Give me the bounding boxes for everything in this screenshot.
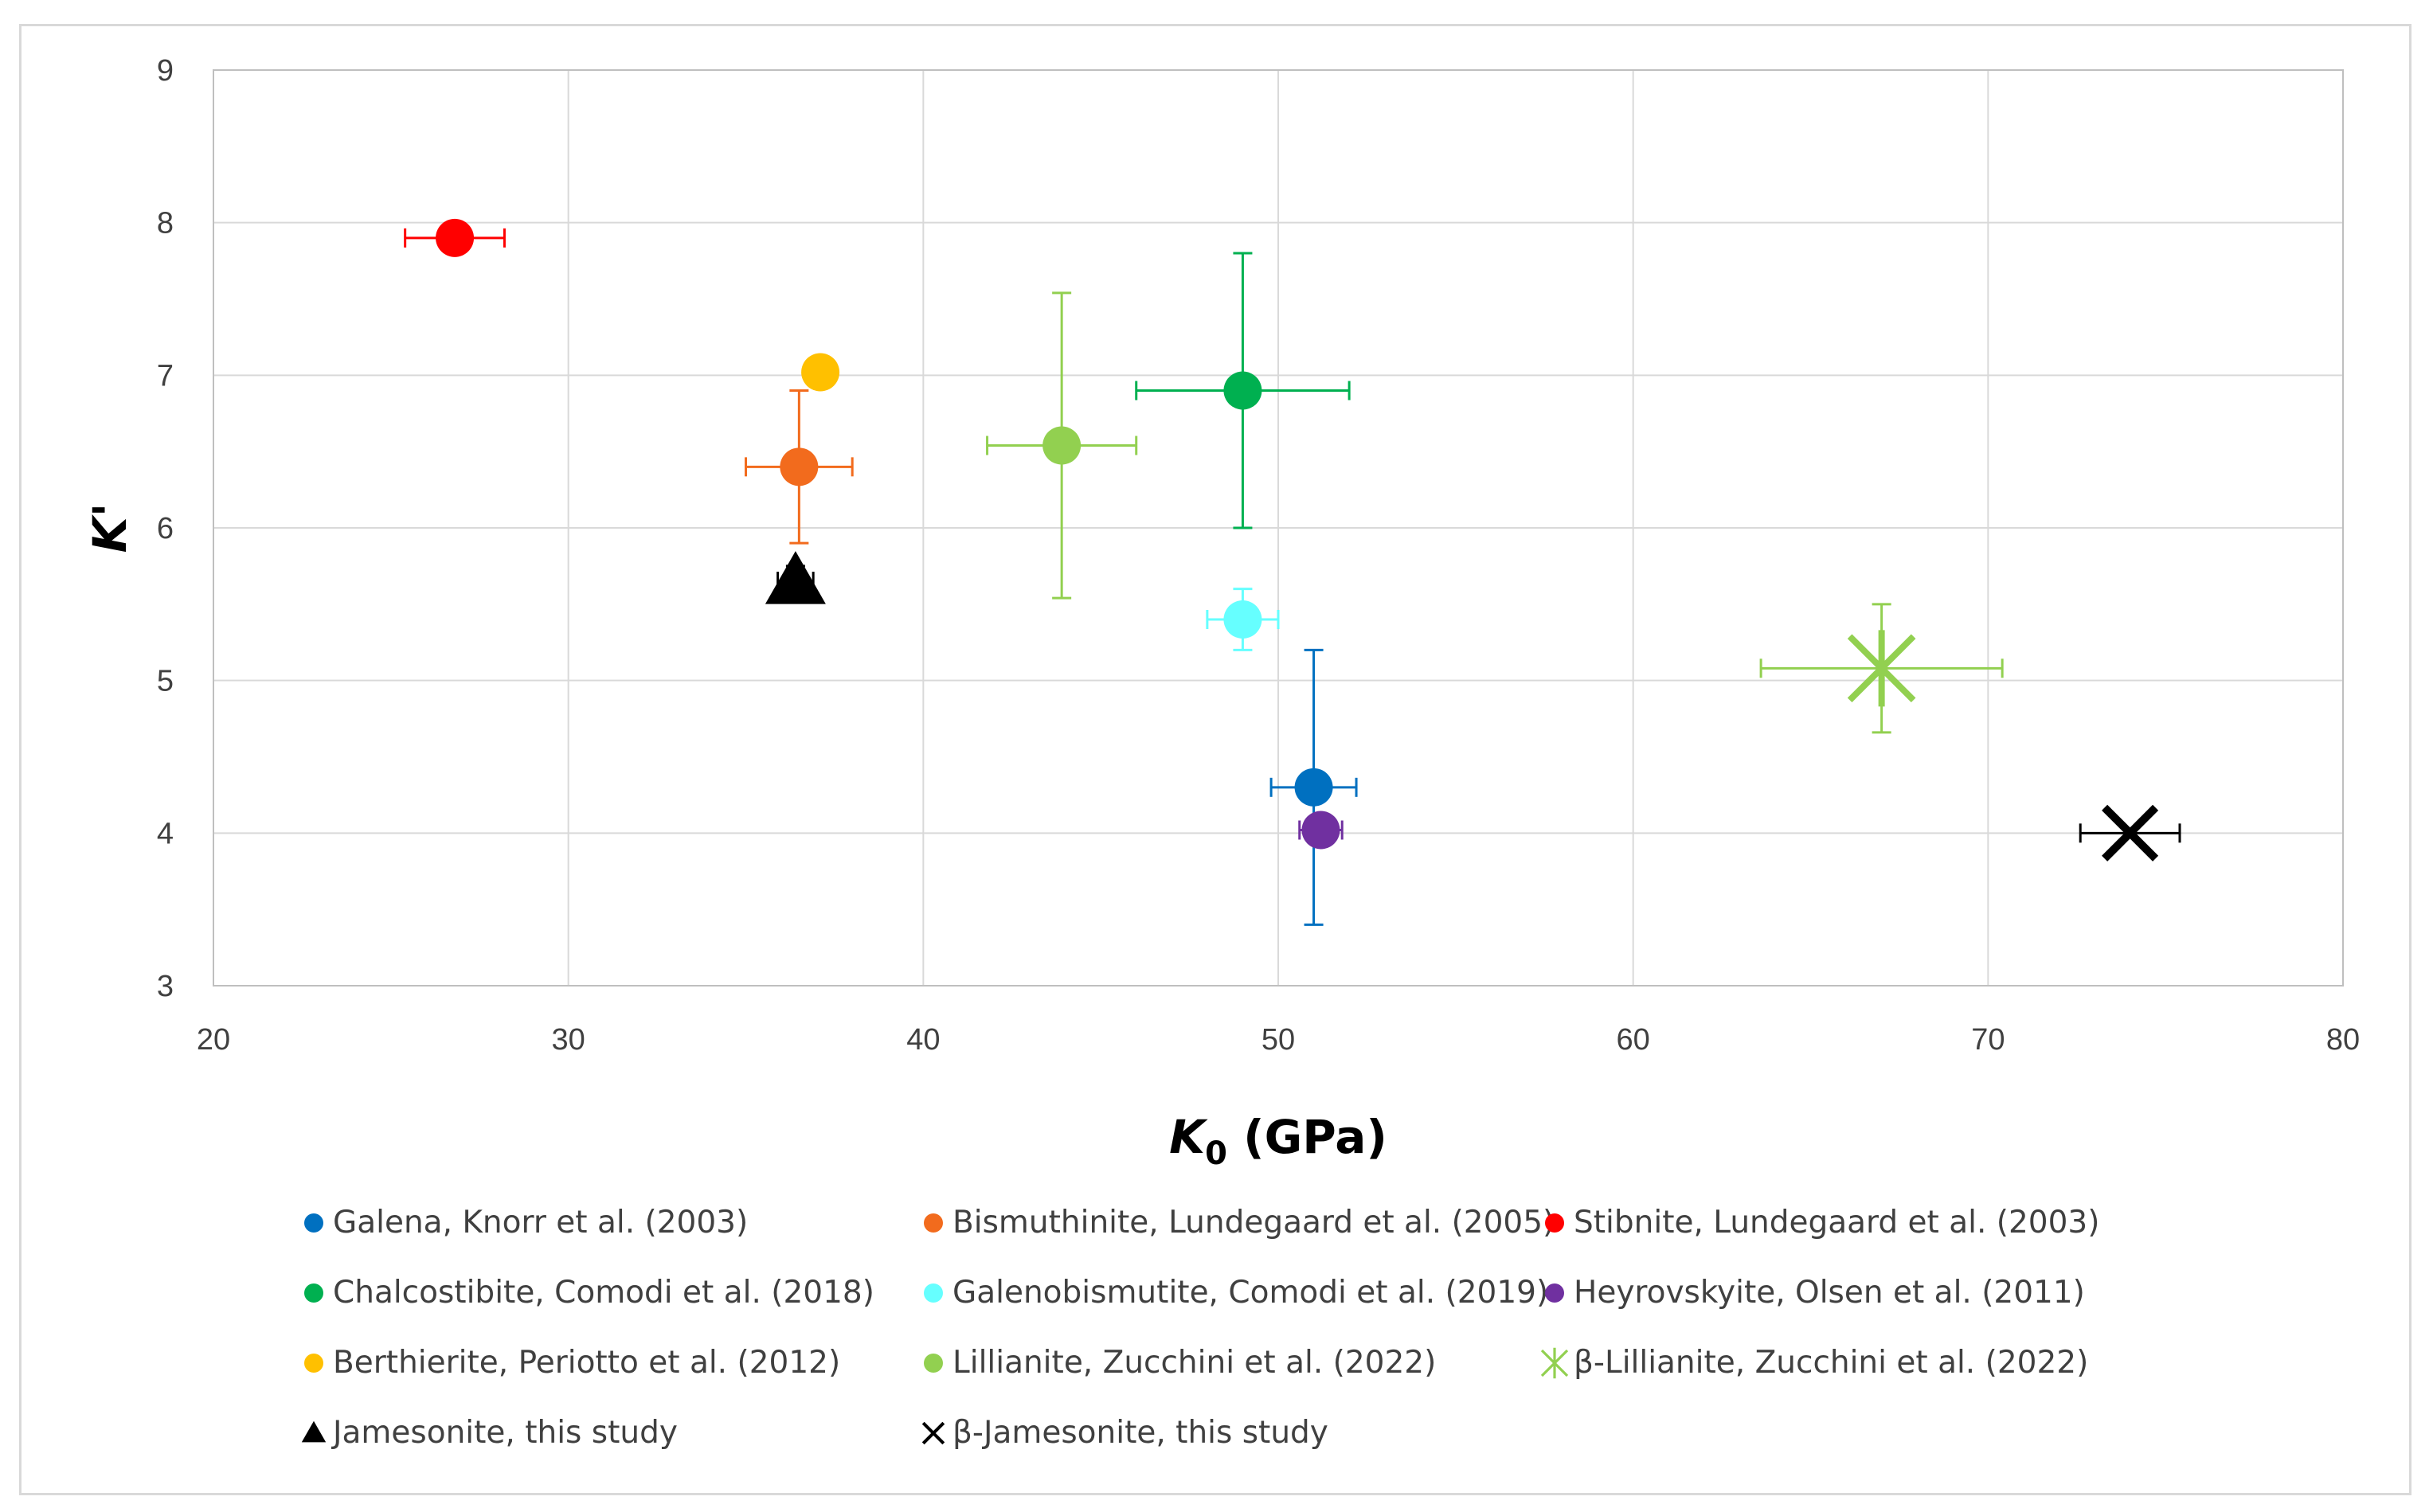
gridlines xyxy=(213,69,2344,987)
y-tick-label: 4 xyxy=(157,817,174,850)
x-axis-title-main: K xyxy=(1169,1110,1208,1164)
point-marker xyxy=(801,353,840,392)
point-marker xyxy=(304,1213,323,1233)
x-tick-label: 20 xyxy=(197,1023,230,1057)
point-marker xyxy=(1294,768,1333,807)
point-marker xyxy=(765,551,826,604)
data-point xyxy=(765,551,826,604)
legend-item: β-Jamesonite, this study xyxy=(921,1415,1328,1451)
point-marker xyxy=(1223,371,1262,410)
x-tick-label: 50 xyxy=(1261,1023,1295,1057)
point-marker xyxy=(1540,1347,1569,1379)
legend-label: Chalcostibite, Comodi et al. (2018) xyxy=(333,1275,874,1311)
x-tick-label: 80 xyxy=(2326,1023,2360,1057)
x-tick-label: 30 xyxy=(552,1023,585,1057)
data-point xyxy=(745,389,854,545)
y-tick-label: 5 xyxy=(157,665,174,698)
legend-label: β-Jamesonite, this study xyxy=(952,1415,1328,1451)
legend-label: Stibnite, Lundegaard et al. (2003) xyxy=(1574,1205,2099,1240)
point-marker xyxy=(780,447,819,486)
point-marker xyxy=(1301,811,1340,850)
data-point xyxy=(1135,252,1351,529)
data-point xyxy=(1298,811,1344,850)
legend-item: Bismuthinite, Lundegaard et al. (2005) xyxy=(924,1205,1555,1240)
point-marker xyxy=(924,1213,943,1233)
y-tick-label: 8 xyxy=(157,207,174,240)
point-marker xyxy=(1042,426,1082,465)
point-marker xyxy=(2102,804,2159,861)
point-marker xyxy=(1847,630,1916,707)
legend-item: Galena, Knorr et al. (2003) xyxy=(304,1205,748,1240)
legend-label: β-Lillianite, Zucchini et al. (2022) xyxy=(1574,1345,2088,1381)
data-point xyxy=(1269,648,1358,926)
legend: Galena, Knorr et al. (2003) Bismuthinite,… xyxy=(301,1205,2099,1451)
y-tick-label: 6 xyxy=(157,512,174,545)
legend-item: Jamesonite, this study xyxy=(301,1415,678,1451)
legend-item: β-Lillianite, Zucchini et al. (2022) xyxy=(1540,1345,2088,1381)
data-point xyxy=(801,353,840,392)
data-points xyxy=(404,218,2181,926)
x-tick-labels: 20 30 40 50 60 70 80 xyxy=(197,1023,2360,1057)
point-marker xyxy=(436,218,475,257)
point-marker xyxy=(1545,1213,1564,1233)
legend-label: Jamesonite, this study xyxy=(331,1415,678,1451)
point-marker xyxy=(924,1283,943,1303)
legend-item: Chalcostibite, Comodi et al. (2018) xyxy=(304,1275,874,1311)
data-point xyxy=(986,291,1138,600)
point-marker xyxy=(1223,600,1262,639)
legend-item: Heyrovskyite, Olsen et al. (2011) xyxy=(1545,1275,2085,1311)
legend-item: Galenobismutite, Comodi et al. (2019) xyxy=(924,1275,1548,1311)
point-marker xyxy=(301,1420,327,1443)
x-axis-title: K0 (GPa) xyxy=(1169,1110,1387,1172)
legend-item: Stibnite, Lundegaard et al. (2003) xyxy=(1545,1205,2099,1240)
x-axis-title-rest: (GPa) xyxy=(1227,1110,1387,1164)
y-axis-title: K' xyxy=(83,503,137,553)
point-marker xyxy=(304,1354,323,1373)
x-axis-title-subscript: 0 xyxy=(1205,1135,1227,1172)
data-point xyxy=(1759,603,2004,734)
point-marker xyxy=(921,1421,945,1445)
data-point xyxy=(1206,588,1280,651)
chart-frame xyxy=(19,24,2411,1495)
x-tick-label: 40 xyxy=(906,1023,940,1057)
legend-label: Heyrovskyite, Olsen et al. (2011) xyxy=(1574,1275,2085,1311)
x-tick-label: 60 xyxy=(1617,1023,1650,1057)
legend-label: Galena, Knorr et al. (2003) xyxy=(333,1205,748,1240)
y-tick-labels: 3 4 5 6 7 8 9 xyxy=(157,54,174,1003)
legend-label: Galenobismutite, Comodi et al. (2019) xyxy=(952,1275,1548,1311)
point-marker xyxy=(304,1283,323,1303)
point-marker xyxy=(1545,1283,1564,1303)
plot-area xyxy=(213,69,2344,987)
data-point xyxy=(404,218,506,257)
y-tick-label: 3 xyxy=(157,970,174,1003)
y-tick-label: 9 xyxy=(157,54,174,88)
legend-item: Lillianite, Zucchini et al. (2022) xyxy=(924,1345,1436,1381)
point-marker xyxy=(924,1354,943,1373)
y-tick-label: 7 xyxy=(157,359,174,393)
legend-label: Bismuthinite, Lundegaard et al. (2005) xyxy=(952,1205,1555,1240)
data-point xyxy=(2079,804,2181,861)
legend-label: Berthierite, Periotto et al. (2012) xyxy=(333,1345,840,1381)
x-tick-label: 70 xyxy=(1971,1023,2005,1057)
legend-label: Lillianite, Zucchini et al. (2022) xyxy=(952,1345,1436,1381)
legend-item: Berthierite, Periotto et al. (2012) xyxy=(304,1345,840,1381)
